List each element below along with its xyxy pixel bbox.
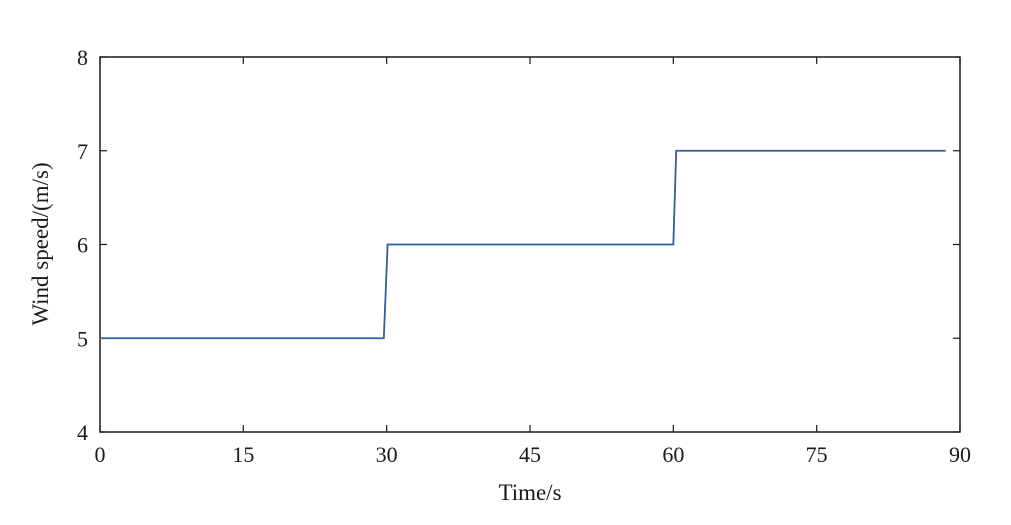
x-axis-ticks [99, 57, 961, 432]
y-tick-label: 7 [77, 139, 88, 164]
x-tick-label: 45 [519, 442, 541, 467]
series-group [100, 149, 946, 340]
y-tick-label: 6 [77, 233, 88, 258]
wind-speed-series-line [100, 149, 946, 340]
y-tick-label: 4 [77, 420, 88, 445]
y-axis-label: Wind speed/(m/s) [28, 162, 53, 325]
x-axis-label: Time/s [498, 480, 561, 505]
x-tick-label: 15 [232, 442, 254, 467]
x-tick-label: 75 [806, 442, 828, 467]
x-tick-label: 0 [95, 442, 106, 467]
x-tick-label: 90 [949, 442, 971, 467]
y-axis-ticks [100, 56, 960, 433]
x-axis-tick-labels: 0 15 30 45 60 75 90 [95, 442, 972, 467]
y-tick-label: 5 [77, 326, 88, 351]
y-tick-label: 8 [77, 45, 88, 70]
y-axis-tick-labels: 4 5 6 7 8 [77, 45, 88, 445]
x-tick-label: 60 [662, 442, 684, 467]
x-tick-label: 30 [376, 442, 398, 467]
